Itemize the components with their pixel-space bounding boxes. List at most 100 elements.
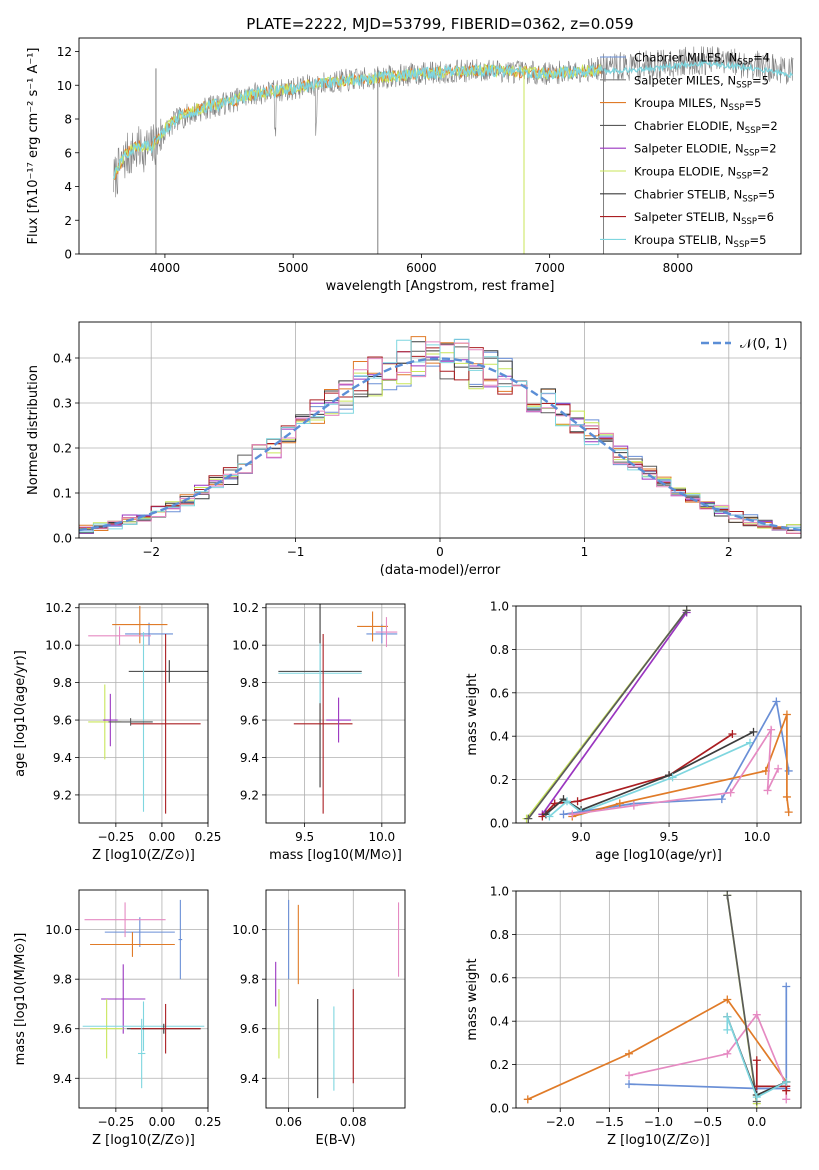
y-axis-label: Flux [fλ10⁻¹⁷ erg cm⁻² s⁻¹ A⁻¹] [26, 48, 41, 245]
plot-area [79, 336, 801, 534]
grid [516, 890, 801, 1109]
weight-marker [682, 606, 691, 615]
legend-label: Chabrier MILES, NSSP=4 [634, 51, 770, 68]
residuals-panel: −2 −1 0 1 2 0.0 0.1 0.2 0.3 0.4 (data-model)/error… [26, 321, 802, 578]
legend-label: Chabrier STELIB, NSSP=5 [634, 187, 775, 204]
weight-marker [668, 773, 677, 782]
y-tick-label: 9.2 [240, 788, 259, 802]
y-tick-label: 9.6 [53, 1022, 72, 1036]
weight-marker [563, 797, 572, 806]
age-vs-mass-weight-panel: 9.0 9.5 10.0 0.0 0.2 0.4 0.6 0.8 1.0 age [log10(a… [465, 600, 802, 863]
z-vs-mass-weight-panel: −2.0 −1.5 −1.0 −0.5 0.0 0.0 0.2 0.4 0.6 0.8 1.0 Z [… [465, 885, 802, 1148]
y-tick-label: 0.4 [53, 352, 72, 366]
axes-frame [265, 603, 406, 824]
weight-marker [782, 1086, 791, 1095]
x-tick-label: 10.0 [744, 830, 771, 844]
y-tick-label: 9.4 [240, 1072, 259, 1086]
axes-frame [78, 321, 802, 539]
y-tick-label: 8 [64, 113, 72, 127]
weight-marker [723, 1012, 732, 1021]
weight-marker [568, 810, 577, 819]
axes-frame [78, 889, 209, 1109]
weight-marker [782, 710, 791, 719]
y-tick-label: 9.6 [53, 714, 72, 728]
residual-histogram [79, 341, 801, 534]
x-axis-label: Z [log10(Z/Z⊙)] [92, 848, 195, 863]
plot-area [88, 605, 208, 814]
y-tick-label: 10 [57, 79, 72, 93]
x-tick-label: 7000 [534, 261, 565, 275]
z-vs-age-panel: −0.25 0.00 0.25 9.2 9.4 9.6 9.8 10.0 10.2 Z [log1… [13, 601, 221, 863]
weight-marker [752, 1056, 761, 1065]
x-tick-label: 0.0 [747, 1115, 766, 1129]
y-tick-label: 0.6 [490, 971, 509, 985]
x-tick-label: 4000 [150, 261, 181, 275]
legend-label: Salpeter MILES, NSSP=5 [634, 73, 769, 90]
model-spectrum [112, 59, 793, 180]
x-tick-label: 9.0 [572, 830, 591, 844]
weight-marker [728, 730, 737, 739]
axes-frame [78, 603, 209, 824]
y-axis-label: age [log10(age/yr)] [13, 650, 28, 777]
ebv-vs-mass-panel: 0.06 0.08 9.4 9.6 9.8 10.0 E(B-V) [232, 889, 406, 1148]
y-tick-label: 2 [64, 214, 72, 228]
legend-label: Kroupa STELIB, NSSP=5 [634, 233, 766, 250]
axes-frame [78, 37, 802, 255]
spectrum-panel: 4000 5000 6000 7000 8000 0 2 4 6 8 10 12 wavelength … [26, 37, 802, 294]
y-tick-label: 9.8 [240, 973, 259, 987]
weight-marker [749, 727, 758, 736]
x-tick-label: 5000 [278, 261, 309, 275]
weight-marker [752, 1093, 761, 1102]
legend-label: Kroupa ELODIE, NSSP=2 [634, 165, 769, 182]
plot-area [522, 606, 793, 823]
y-tick-label: 0.2 [490, 773, 509, 787]
y-tick-label: 1.0 [490, 600, 509, 614]
plot-area [278, 604, 398, 814]
x-tick-label: 9.5 [295, 830, 314, 844]
weight-line [527, 609, 688, 820]
x-tick-label: 0.08 [340, 1115, 367, 1129]
x-axis-label: wavelength [Angstrom, rest frame] [326, 279, 555, 294]
y-tick-label: 10.0 [45, 639, 72, 653]
y-tick-label: 10.0 [232, 639, 259, 653]
x-tick-label: −0.5 [693, 1115, 722, 1129]
x-tick-label: −1.0 [644, 1115, 673, 1129]
weight-marker [782, 982, 791, 991]
legend-label: Salpeter ELODIE, NSSP=2 [634, 142, 777, 159]
weight-marker [782, 1095, 791, 1104]
plot-area [82, 899, 205, 1089]
x-axis-label: Z [log10(Z/Z⊙)] [607, 1133, 710, 1148]
residual-histogram [79, 338, 801, 533]
weight-marker [726, 788, 735, 797]
legend-label: Kroupa MILES, NSSP=5 [634, 96, 761, 113]
x-tick-label: 0.00 [149, 830, 176, 844]
weight-marker [717, 795, 726, 804]
y-tick-label: 9.8 [53, 676, 72, 690]
normal-curve [79, 357, 801, 532]
axes-frame [515, 890, 802, 1109]
y-tick-label: 9.2 [53, 788, 72, 802]
legend-label: Chabrier ELODIE, NSSP=2 [634, 119, 778, 136]
x-tick-label: 1 [581, 545, 589, 559]
y-tick-label: 10.2 [232, 601, 259, 615]
x-tick-label: −0.25 [97, 830, 134, 844]
weight-marker [523, 1095, 532, 1104]
x-tick-label: −1.5 [595, 1115, 624, 1129]
weight-marker [625, 1080, 634, 1089]
x-tick-label: 2 [725, 545, 733, 559]
weight-marker [723, 1049, 732, 1058]
plot-area [112, 46, 794, 254]
weight-line [572, 726, 779, 816]
x-tick-label: 6000 [406, 261, 437, 275]
x-tick-label: −2.0 [546, 1115, 575, 1129]
x-tick-label: 8000 [663, 261, 694, 275]
x-tick-label: 0.06 [275, 1115, 302, 1129]
y-tick-label: 0 [64, 248, 72, 262]
y-tick-label: 0.0 [490, 817, 509, 831]
weight-marker [774, 764, 783, 773]
y-tick-label: 4 [64, 180, 72, 194]
y-tick-label: 10.2 [45, 601, 72, 615]
y-tick-label: 0.6 [490, 686, 509, 700]
y-tick-label: 9.6 [240, 1022, 259, 1036]
